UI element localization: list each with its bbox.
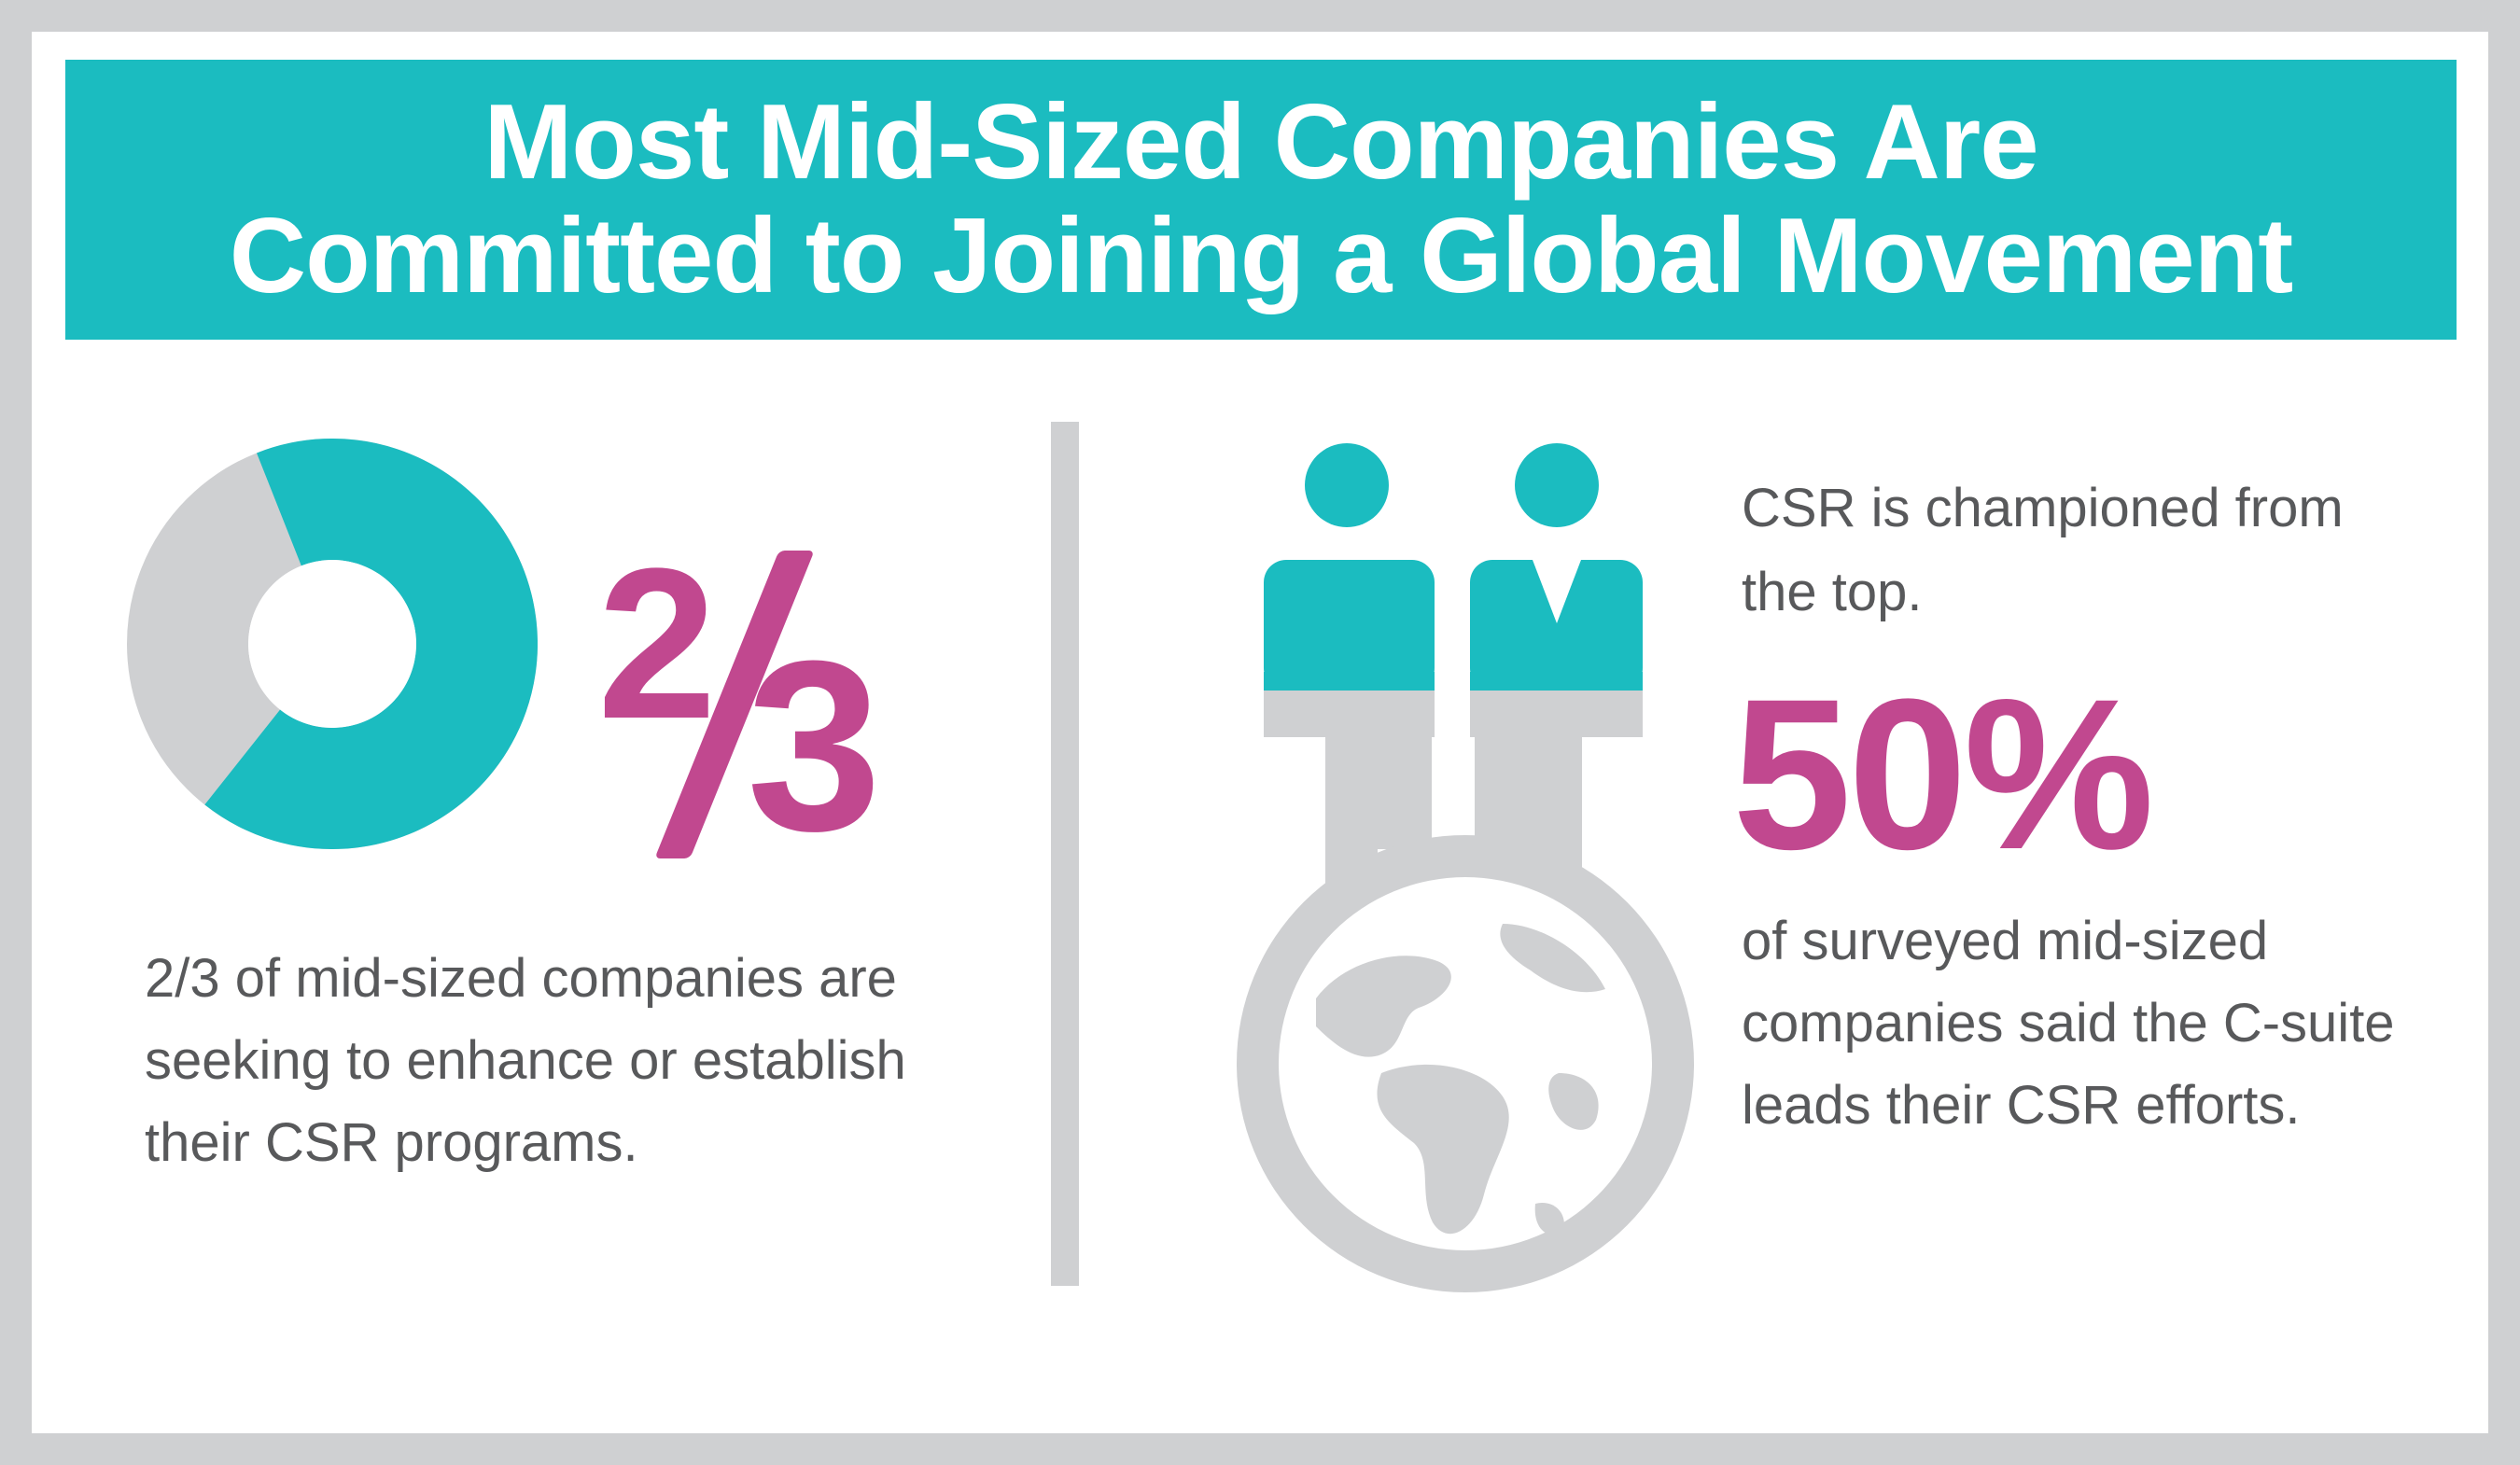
two-people-globe-icon <box>1237 443 1694 1292</box>
donut-chart-icon <box>127 439 538 849</box>
person-right-icon <box>1470 443 1643 691</box>
title-line-2: Committed to Joining a Global Movement <box>229 197 2293 315</box>
donut-hole <box>248 560 416 728</box>
right-intro: CSR is championed from the top. <box>1742 478 2344 622</box>
donut-share <box>204 439 538 849</box>
infographic-card: Most Mid-Sized Companies Are Committed t… <box>32 32 2488 1433</box>
fraction-two-thirds: 2 3 <box>597 523 971 868</box>
stat-value: 50% <box>1732 654 2154 894</box>
globe-icon <box>1237 835 1694 1292</box>
vertical-divider <box>1051 422 1079 1286</box>
title-line-1: Most Mid-Sized Companies Are <box>483 83 2038 202</box>
left-description: 2/3 of mid-sized companies are seeking t… <box>145 948 906 1173</box>
fraction-numerator: 2 <box>597 523 717 763</box>
title-banner: Most Mid-Sized Companies Are Committed t… <box>65 60 2457 340</box>
person-left-icon <box>1264 443 1435 691</box>
fraction-denominator: 3 <box>747 611 882 882</box>
right-description: of surveyed mid-sized companies said the… <box>1742 911 2395 1136</box>
